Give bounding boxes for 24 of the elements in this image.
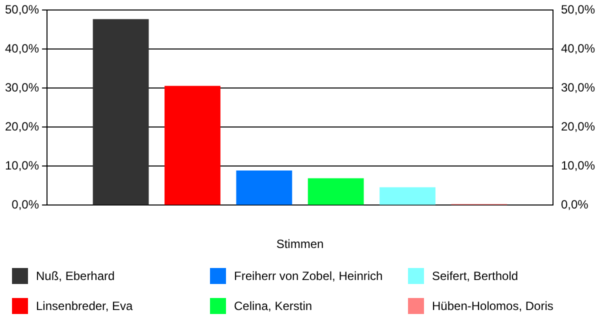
legend-label: Nuß, Eberhard	[36, 269, 115, 283]
y2-tick-label: 40,0%	[560, 42, 596, 56]
y2-tick-label: 30,0%	[560, 80, 596, 95]
y-tick-label: 50,0%	[4, 2, 40, 17]
x-axis-title: Stimmen	[276, 237, 324, 252]
y2-tick-label: 50,0%	[560, 2, 596, 17]
legend-label: Celina, Kerstin	[234, 299, 312, 313]
bar	[380, 187, 436, 205]
y-tick-label: 20,0%	[4, 120, 40, 134]
legend-label: Seifert, Berthold	[432, 269, 518, 283]
y-tick-label: 30,0%	[4, 80, 40, 95]
bar	[164, 86, 220, 205]
bar	[308, 178, 364, 205]
y2-tick-label: 20,0%	[560, 120, 596, 134]
bar	[92, 19, 149, 205]
bar	[236, 170, 292, 205]
y2-tick-label: 10,0%	[560, 158, 596, 173]
legend-label: Freiherr von Zobel, Heinrich	[234, 269, 383, 283]
legend-label: Linsenbreder, Eva	[36, 299, 133, 313]
y-tick-label: 0,0%	[12, 198, 40, 212]
legend-label: Hüben-Holomos, Doris	[432, 299, 554, 313]
y-tick-label: 10,0%	[4, 158, 40, 173]
y-tick-label: 40,0%	[4, 42, 40, 56]
y2-tick-label: 0,0%	[560, 198, 589, 212]
